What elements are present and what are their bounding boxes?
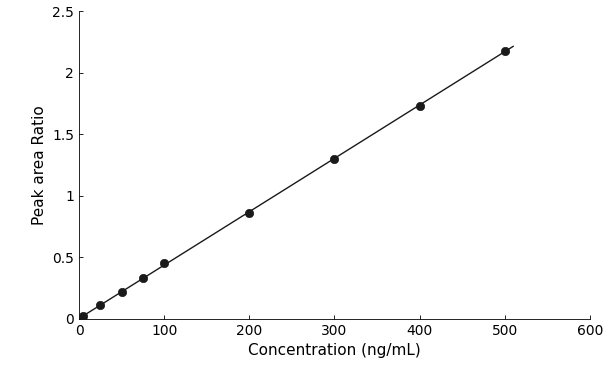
- Point: [95, 302, 105, 308]
- Point: [244, 210, 254, 216]
- Y-axis label: Peak area Ratio: Peak area Ratio: [32, 105, 47, 225]
- Point: [138, 275, 148, 281]
- Point: [415, 103, 424, 109]
- Point: [330, 156, 339, 162]
- Point: [500, 48, 510, 54]
- Point: [159, 260, 169, 266]
- Point: [78, 313, 88, 319]
- X-axis label: Concentration (ng/mL): Concentration (ng/mL): [248, 343, 421, 358]
- Point: [117, 289, 126, 295]
